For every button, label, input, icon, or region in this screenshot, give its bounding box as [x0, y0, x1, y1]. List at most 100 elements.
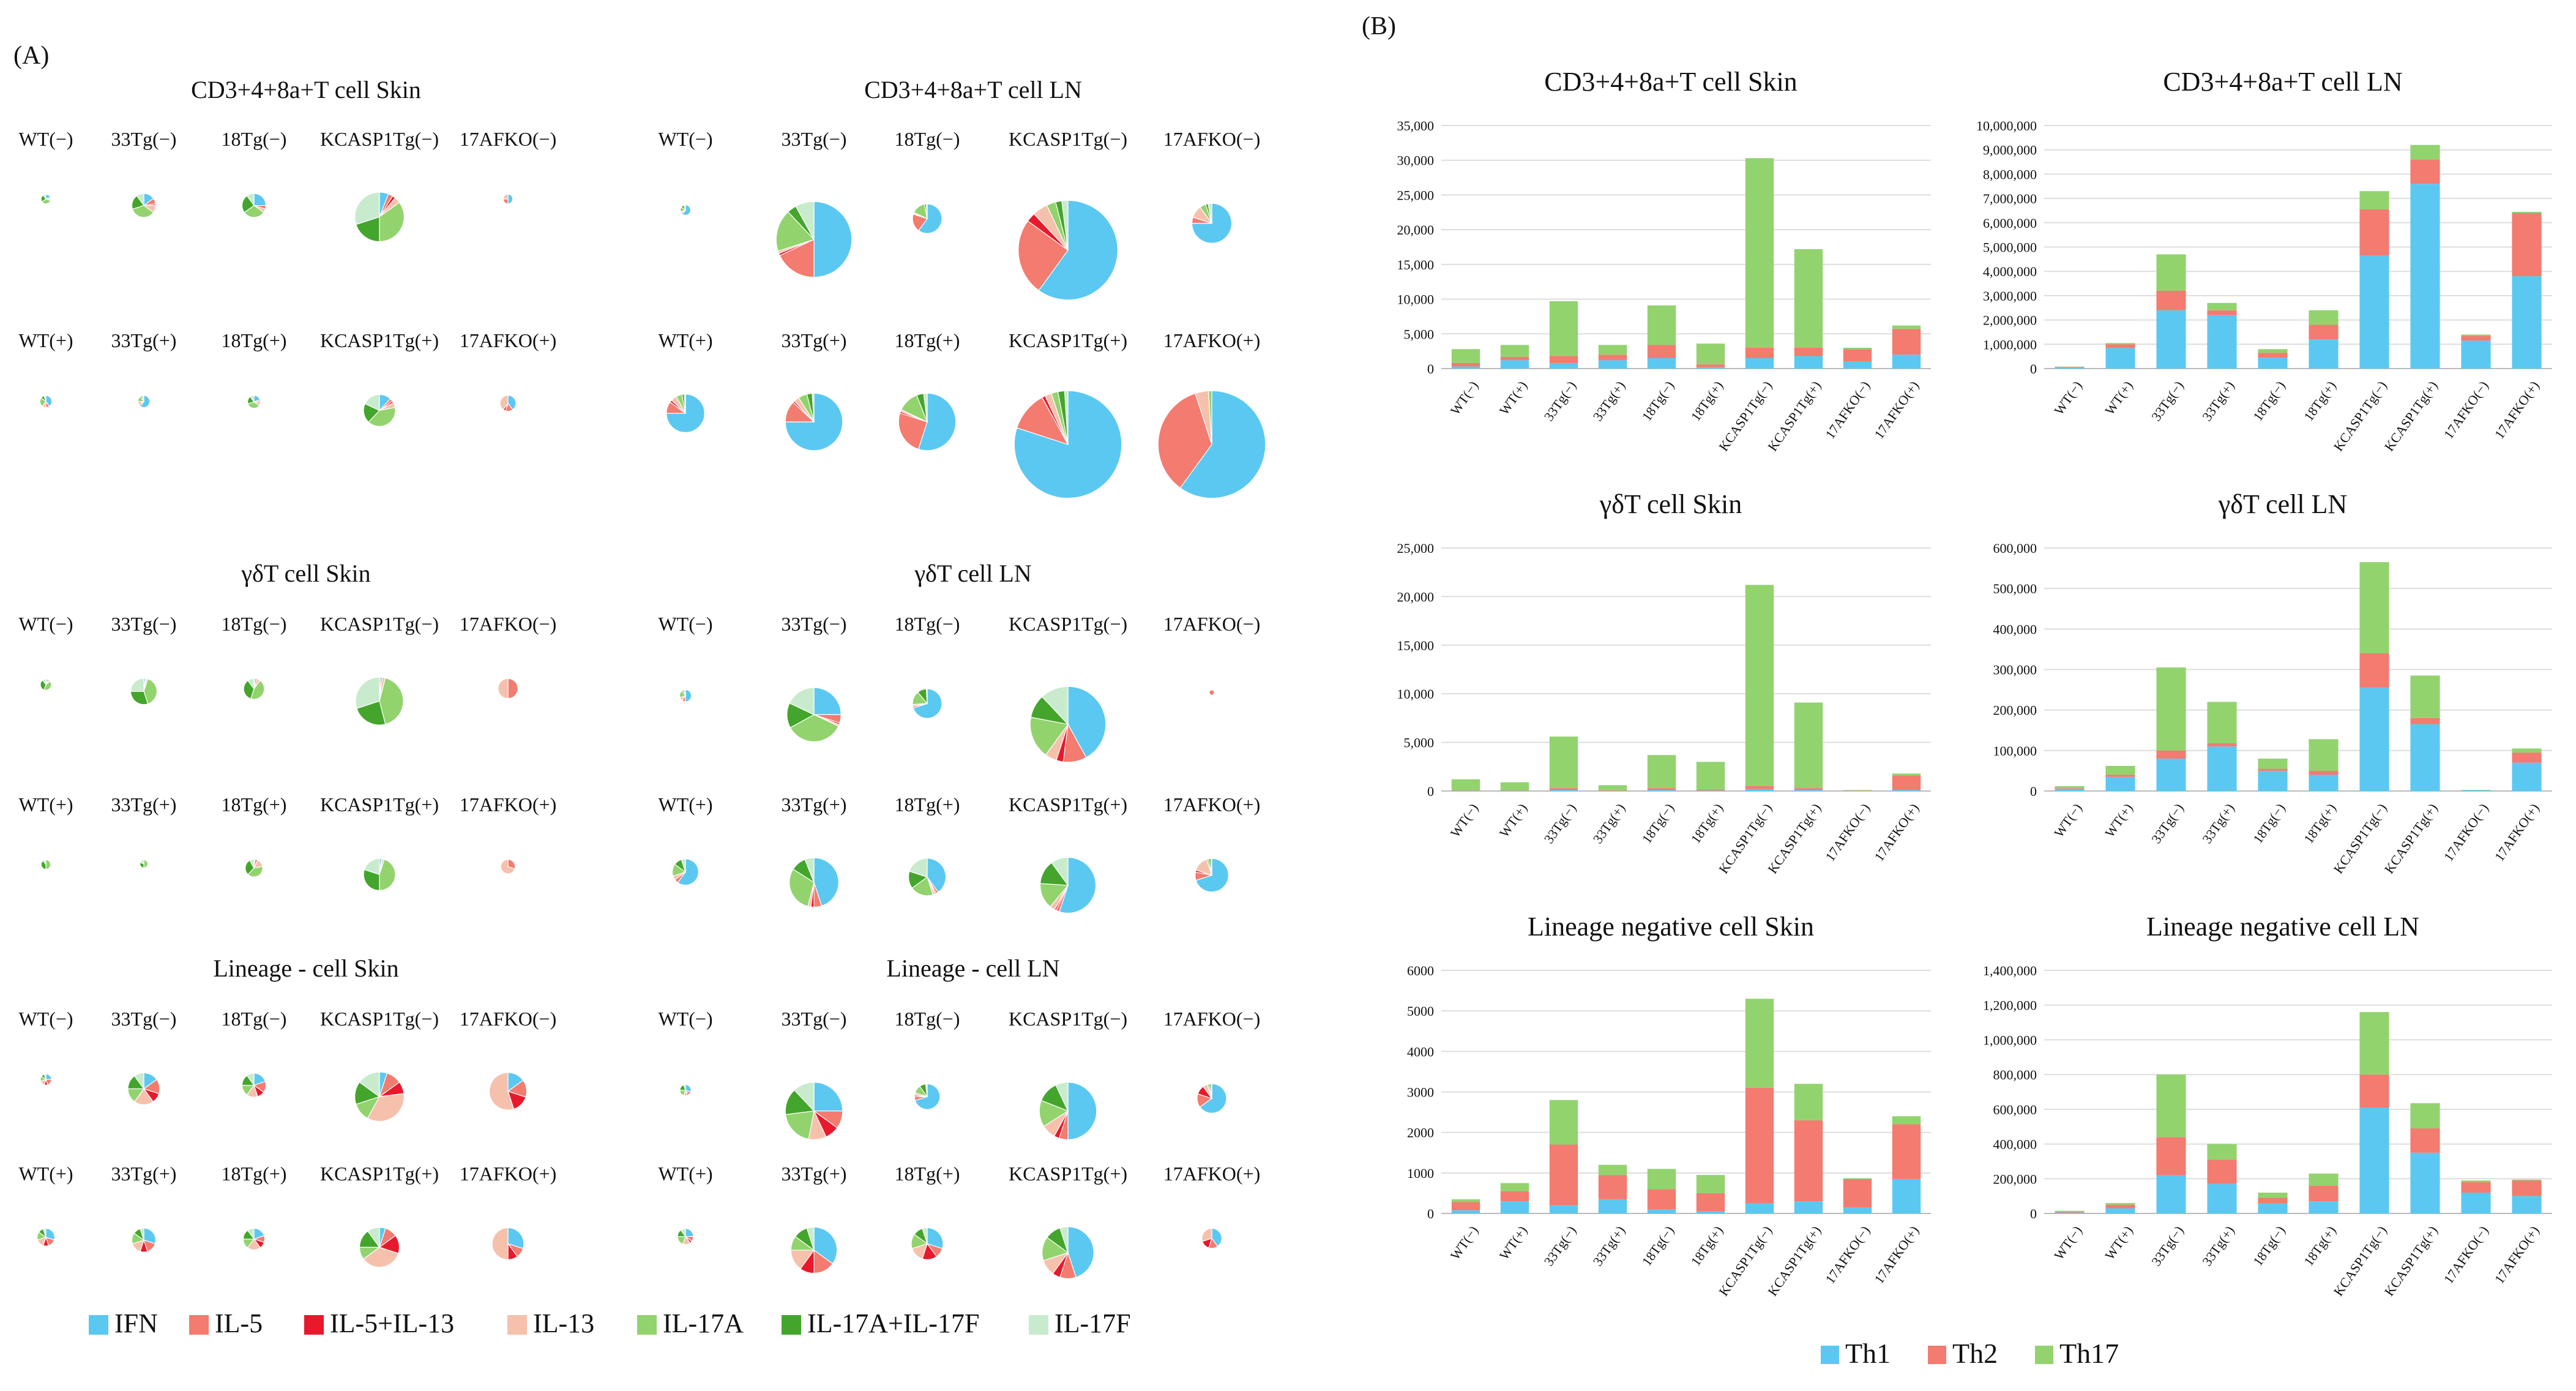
legend-swatch — [637, 1315, 657, 1335]
pie-slice — [918, 203, 943, 234]
pie-slice — [795, 201, 815, 240]
pie-slice — [1179, 390, 1266, 499]
y-tick-label: 5,000 — [1404, 735, 1435, 751]
pie-label: WT(−) — [18, 128, 73, 150]
bar-segment-th1 — [2309, 339, 2339, 369]
legend-swatch — [1029, 1315, 1048, 1335]
y-tick-label: 2,000,000 — [1983, 313, 2037, 328]
pie-slice — [813, 201, 853, 278]
bar-segment-th1 — [1794, 1201, 1823, 1213]
pie-slice — [1067, 1226, 1094, 1278]
pie-chart-block: γδT cell Skin WT(−) 33Tg(−) 18Tg(−) KCASP1Tg… — [18, 560, 556, 891]
pie-label: 17AFKO(+) — [1163, 793, 1260, 815]
bar-segment-th1 — [1745, 789, 1774, 791]
bar-segment-th17 — [1647, 755, 1676, 789]
bar-segment-th17 — [2105, 1202, 2135, 1205]
bar-segment-th1 — [2410, 184, 2440, 369]
pie-slice — [141, 395, 144, 402]
pie-label: 17AFKO(−) — [460, 613, 556, 635]
pie-slice — [927, 858, 947, 893]
bar-segment-th2 — [2156, 750, 2186, 759]
pie-slice — [917, 392, 957, 451]
pie-slice — [911, 876, 934, 896]
y-tick-label: 0 — [2030, 361, 2037, 377]
bar-segment-th17 — [1794, 1084, 1823, 1120]
bar-segment-th17 — [2309, 739, 2339, 771]
y-tick-label: 800,000 — [1993, 1067, 2037, 1082]
pie-chart — [1018, 200, 1118, 301]
bar-segment-th2 — [2512, 1180, 2542, 1196]
y-tick-label: 20,000 — [1397, 222, 1435, 238]
pie-slice — [682, 204, 692, 216]
bar-segment-th1 — [2207, 746, 2237, 791]
pie-label: 33Tg(−) — [111, 1008, 177, 1030]
pie-slice — [666, 394, 705, 433]
bar-segment-th1 — [2461, 1192, 2491, 1213]
pie-slice — [1018, 220, 1069, 291]
bar-segment-th2 — [1843, 1179, 1872, 1208]
bar-segment-th2 — [2156, 1137, 2186, 1175]
y-tick-label: 400,000 — [1993, 1137, 2037, 1152]
pie-label: WT(+) — [18, 1163, 73, 1185]
pie-label: 18Tg(+) — [222, 1163, 287, 1185]
pie-chart — [679, 204, 692, 216]
bar-segment-th17 — [1451, 349, 1480, 363]
bar-segment-th17 — [2207, 702, 2237, 743]
bar-segment-th2 — [2410, 718, 2440, 724]
pie-slice — [683, 689, 686, 696]
pie-label: 18Tg(−) — [895, 613, 960, 635]
y-tick-label: 0 — [2030, 1206, 2037, 1221]
bar-segment-th1 — [1745, 1203, 1774, 1213]
pie-label: 18Tg(−) — [222, 613, 287, 635]
pie-label: KCASP1Tg(+) — [320, 1163, 439, 1185]
bar-segment-th2 — [1500, 790, 1529, 791]
pie-label: 33Tg(+) — [111, 329, 177, 351]
legend-item: Th1 — [1821, 1338, 1891, 1369]
bar-segment-th2 — [1745, 347, 1774, 358]
pie-label: 17AFKO(+) — [460, 329, 556, 351]
pie-slice — [379, 858, 396, 891]
bar-segment-th17 — [2512, 748, 2542, 753]
pie-chart — [898, 392, 957, 451]
pie-chart — [1209, 689, 1215, 696]
bar-chart-title: CD3+4+8a+T cell Skin — [1544, 67, 1797, 97]
pie-chart — [247, 395, 261, 409]
pie-slice — [507, 193, 513, 204]
pie-slice — [683, 204, 686, 211]
pie-label: 17AFKO(−) — [1163, 1008, 1260, 1030]
bar-segment-th17 — [2410, 675, 2440, 718]
bar-segment-th17 — [1598, 785, 1627, 790]
bar-segment-th17 — [2309, 1173, 2339, 1186]
pie-label: 17AFKO(−) — [460, 1008, 556, 1030]
pie-slice — [356, 700, 386, 725]
pie-label: WT(−) — [18, 1008, 73, 1030]
bar-segment-th1 — [1451, 1210, 1480, 1213]
pie-label: 33Tg(−) — [782, 613, 847, 635]
pie-slice — [680, 1228, 686, 1238]
pie-slice — [498, 678, 509, 699]
pie-label: 33Tg(+) — [111, 793, 177, 815]
pie-chart-block: CD3+4+8a+T cell Skin WT(−) 33Tg(−) 18Tg(−) K… — [18, 76, 556, 427]
bar-segment-th17 — [1892, 773, 1921, 776]
pie-chart — [671, 858, 700, 886]
pie-slice — [136, 193, 144, 207]
bar-segment-th1 — [2156, 310, 2186, 369]
bar-segment-th1 — [2105, 776, 2135, 791]
pie-chart — [1195, 858, 1229, 893]
pie-chart — [354, 192, 405, 242]
y-tick-label: 1,400,000 — [1983, 963, 2037, 978]
bar-segment-th2 — [2156, 290, 2186, 310]
legend-label: Th2 — [1952, 1338, 1998, 1369]
pie-slice — [1067, 686, 1107, 759]
pie-slice — [813, 1082, 843, 1112]
pie-chart — [137, 395, 151, 408]
pie-label: 18Tg(+) — [895, 329, 960, 351]
pie-chart — [242, 1228, 266, 1250]
legend-label: IL-13 — [533, 1308, 594, 1338]
bar-segment-th2 — [1451, 790, 1480, 791]
y-tick-label: 600,000 — [1993, 541, 2037, 556]
pie-slice — [140, 395, 151, 408]
bar-segment-th1 — [1549, 362, 1578, 369]
pie-slice — [681, 858, 686, 872]
y-tick-label: 35,000 — [1397, 118, 1435, 133]
